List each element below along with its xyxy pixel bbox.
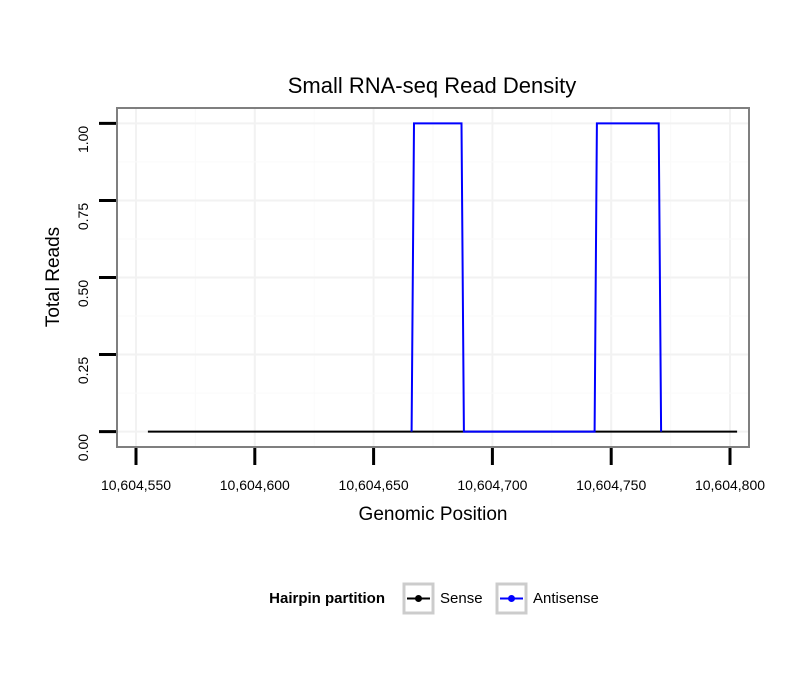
plot-frame <box>116 107 750 448</box>
y-tick-label: 0.00 <box>75 434 91 461</box>
legend-title: Hairpin partition <box>269 590 385 607</box>
x-axis-label: Genomic Position <box>359 504 508 525</box>
x-tick-label: 10,604,550 <box>101 477 171 493</box>
legend-entries: Sense Antisense <box>402 582 599 615</box>
series-line-antisense <box>410 122 663 433</box>
x-tick-label: 10,604,600 <box>220 477 290 493</box>
y-axis: 0.00 0.25 0.50 0.75 1.00 <box>75 121 116 461</box>
legend-key-point <box>415 595 422 602</box>
grid-layer <box>117 108 749 447</box>
x-tick-label: 10,604,800 <box>695 477 765 493</box>
y-tick-label: 0.50 <box>75 280 91 307</box>
y-tick-label: 0.25 <box>75 357 91 384</box>
legend-label: Sense <box>440 590 483 607</box>
y-tick-label: 1.00 <box>75 126 91 153</box>
x-axis: 10,604,550 10,604,600 10,604,650 10,604,700… <box>101 448 765 493</box>
y-tick-label: 0.75 <box>75 203 91 230</box>
y-axis-label: Total Reads <box>43 227 64 327</box>
x-tick-label: 10,604,700 <box>457 477 527 493</box>
x-tick-label: 10,604,750 <box>576 477 646 493</box>
legend-key-point <box>508 595 515 602</box>
x-tick-label: 10,604,650 <box>339 477 409 493</box>
legend-label: Antisense <box>533 590 599 607</box>
series-layer <box>147 122 738 433</box>
legend-entry-sense: Sense <box>402 582 483 615</box>
chart-title: Small RNA-seq Read Density <box>288 73 577 98</box>
legend: Hairpin partition Sense Antisense <box>269 582 599 615</box>
legend-entry-antisense: Antisense <box>495 582 599 615</box>
